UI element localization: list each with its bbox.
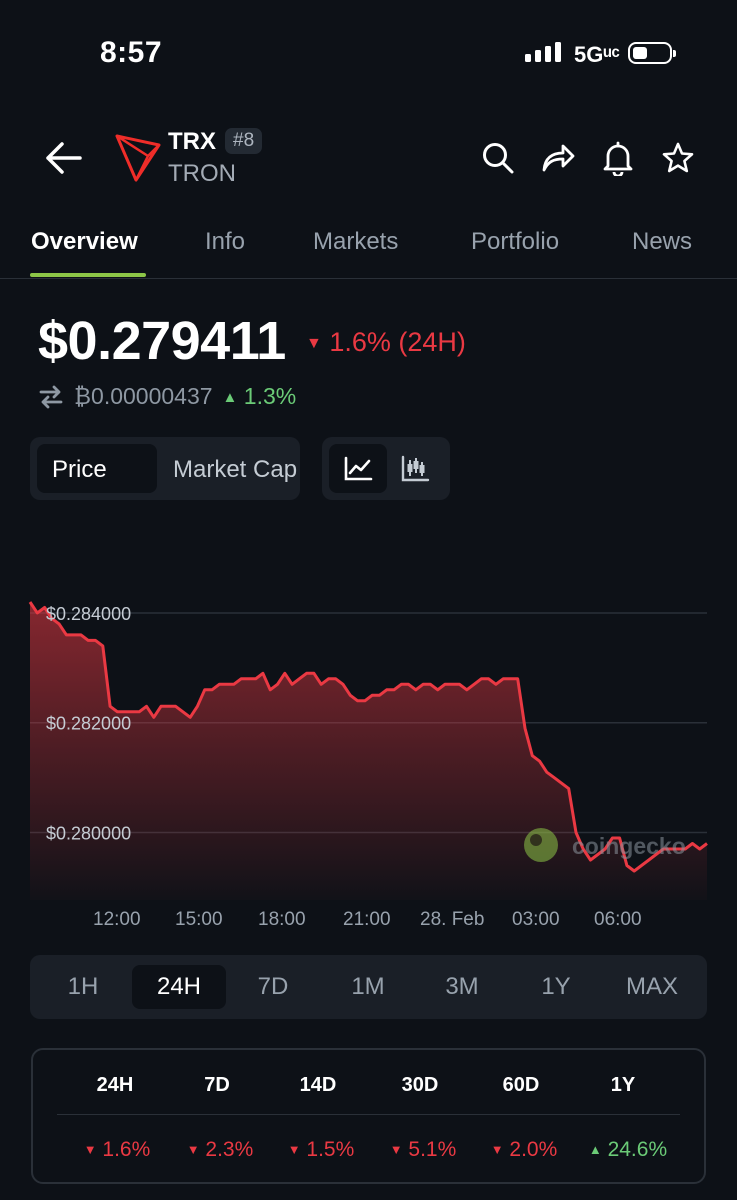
- perf-value: ▲ 24.6%: [588, 1138, 668, 1161]
- caret-down-icon: ▼: [83, 1142, 97, 1157]
- perf-header: 7D: [204, 1074, 230, 1096]
- share-icon[interactable]: [540, 140, 576, 181]
- perf-header: 14D: [299, 1074, 337, 1096]
- network-type: 5Gᵘᶜ: [574, 42, 620, 67]
- range-7d[interactable]: 7D: [257, 973, 289, 1000]
- perf-value: ▼ 2.0%: [490, 1138, 558, 1161]
- signal-icon: [525, 42, 561, 62]
- x-tick-label: 06:00: [594, 909, 642, 930]
- coingecko-watermark: coingecko: [524, 828, 686, 862]
- y-tick-label: $0.284000: [46, 604, 131, 624]
- btc-price: ₿0.00000437: [74, 383, 213, 409]
- coin-name: TRON: [168, 160, 236, 187]
- tab-info[interactable]: Info: [205, 228, 246, 255]
- price-area-fill: [30, 602, 707, 900]
- tab-bar: Overview Info Markets Portfolio News: [0, 222, 737, 279]
- x-tick-label: 28. Feb: [420, 909, 485, 930]
- caret-up-icon: ▲: [588, 1142, 602, 1157]
- chart-metric-toggle: Price Market Cap: [30, 437, 300, 500]
- x-tick-label: 21:00: [343, 909, 391, 930]
- swap-icon: [39, 385, 63, 408]
- range-24h[interactable]: 24H: [132, 965, 226, 1009]
- btc-change: ▲ 1.3%: [222, 383, 297, 409]
- star-icon[interactable]: [660, 140, 696, 181]
- x-tick-label: 12:00: [93, 909, 141, 930]
- divider: [57, 1114, 680, 1115]
- svg-text:coingecko: coingecko: [572, 833, 686, 859]
- caret-down-icon: ▼: [287, 1142, 301, 1157]
- perf-value: ▼ 1.5%: [287, 1138, 355, 1161]
- perf-header: 30D: [401, 1074, 439, 1096]
- status-time: 8:57: [100, 36, 163, 69]
- performance-table: 24H 7D 14D 30D 60D 1Y ▼ 1.6% ▼ 2.3% ▼ 1.…: [31, 1048, 706, 1184]
- active-tab-indicator: [30, 273, 146, 277]
- line-chart-icon[interactable]: [343, 456, 373, 482]
- rank-badge: #8: [225, 128, 263, 154]
- range-max[interactable]: MAX: [625, 973, 678, 1000]
- x-tick-label: 03:00: [512, 909, 560, 930]
- range-3m[interactable]: 3M: [445, 973, 479, 1000]
- market-cap-toggle[interactable]: Market Cap: [173, 456, 298, 483]
- caret-down-icon: ▼: [306, 335, 322, 352]
- tab-portfolio[interactable]: Portfolio: [471, 228, 560, 255]
- price-toggle[interactable]: Price: [52, 456, 107, 483]
- current-price: $0.279411: [38, 311, 286, 371]
- tab-markets[interactable]: Markets: [313, 228, 399, 255]
- x-tick-label: 15:00: [175, 909, 223, 930]
- caret-down-icon: ▼: [389, 1142, 403, 1157]
- perf-value: ▼ 1.6%: [83, 1138, 151, 1161]
- x-tick-label: 18:00: [258, 909, 306, 930]
- caret-down-icon: ▼: [490, 1142, 504, 1157]
- perf-value: ▼ 2.3%: [186, 1138, 254, 1161]
- y-tick-label: $0.282000: [46, 714, 131, 734]
- back-arrow-icon[interactable]: [44, 140, 84, 181]
- price-chart[interactable]: $0.284000 $0.282000 $0.280000 coingecko: [0, 560, 737, 940]
- perf-header: 24H: [96, 1074, 134, 1096]
- price-change-24h: ▼ 1.6% (24H): [306, 327, 466, 357]
- search-icon[interactable]: [480, 140, 516, 181]
- tron-logo-icon: [114, 132, 162, 189]
- tab-news[interactable]: News: [632, 228, 693, 255]
- range-1h[interactable]: 1H: [67, 973, 99, 1000]
- bell-icon[interactable]: [600, 140, 636, 181]
- price-line: [28, 601, 708, 873]
- coin-symbol: TRX: [168, 128, 216, 155]
- candlestick-icon[interactable]: [400, 455, 430, 483]
- perf-header: 60D: [502, 1074, 540, 1096]
- range-1m[interactable]: 1M: [351, 973, 385, 1000]
- time-range-selector: 1H 24H 7D 1M 3M 1Y MAX: [30, 955, 707, 1019]
- btc-price-row: ₿0.00000437 ▲ 1.3%: [38, 383, 296, 410]
- y-tick-label: $0.280000: [46, 824, 131, 844]
- perf-value: ▼ 5.1%: [389, 1138, 457, 1161]
- battery-icon: [628, 42, 676, 64]
- chart-type-toggle: [322, 437, 450, 500]
- caret-up-icon: ▲: [222, 389, 238, 406]
- caret-down-icon: ▼: [186, 1142, 200, 1157]
- tab-overview[interactable]: Overview: [31, 228, 138, 255]
- perf-header: 1Y: [610, 1074, 636, 1096]
- range-1y[interactable]: 1Y: [541, 973, 571, 1000]
